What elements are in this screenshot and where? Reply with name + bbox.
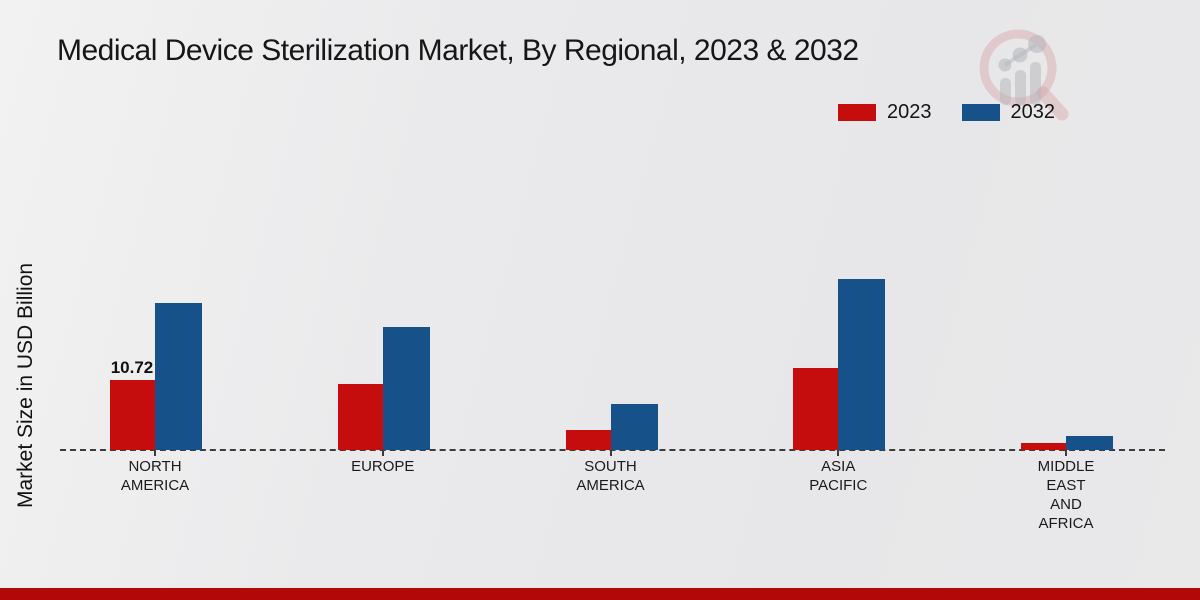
bar-2032-north-america: [155, 303, 202, 450]
legend-label-2032: 2032: [1010, 101, 1056, 123]
bottom-accent-band: [0, 588, 1200, 600]
legend-label-2023: 2023: [887, 101, 932, 123]
bar-2032-south-america: [610, 404, 658, 450]
x-axis-tick: [381, 450, 384, 456]
category-label-north-america: NORTH AMERICA: [120, 458, 190, 494]
bar-2023-europe: [337, 384, 383, 450]
category-label-asia-pacific: ASIA PACIFIC: [809, 458, 868, 494]
x-axis-tick: [154, 450, 156, 456]
chart-title: Medical Device Sterilization Market, By …: [57, 34, 859, 67]
legend: 2023 2032: [838, 101, 1055, 124]
x-axis-tick: [609, 450, 612, 456]
legend-item-2032: 2032: [961, 101, 1056, 124]
bar-2023-middle-east-and-africa: [1021, 443, 1066, 450]
bar-2032-europe: [382, 326, 430, 450]
x-axis-tick: [837, 450, 840, 456]
bar-2023-south-america: [565, 429, 611, 450]
x-axis-baseline: [60, 449, 1165, 451]
legend-swatch-2023: [838, 104, 876, 121]
legend-swatch-2032: [961, 104, 1000, 121]
bar-2032-asia-pacific: [838, 278, 886, 450]
legend-item-2023: 2023: [838, 101, 932, 124]
x-axis-tick: [1065, 450, 1067, 456]
bar-2023-asia-pacific: [793, 367, 839, 450]
data-label-2023: 10.72: [110, 358, 154, 377]
category-label-middle-east-and-africa: MIDDLE EAST AND AFRICA: [1037, 458, 1095, 532]
magnifier-bar-chart-logo-icon: [973, 26, 1075, 131]
bar-2032-middle-east-and-africa: [1066, 435, 1113, 450]
bar-2023-north-america: [110, 380, 155, 450]
category-label-south-america: SOUTH AMERICA: [576, 458, 645, 494]
category-label-europe: EUROPE: [351, 458, 415, 475]
